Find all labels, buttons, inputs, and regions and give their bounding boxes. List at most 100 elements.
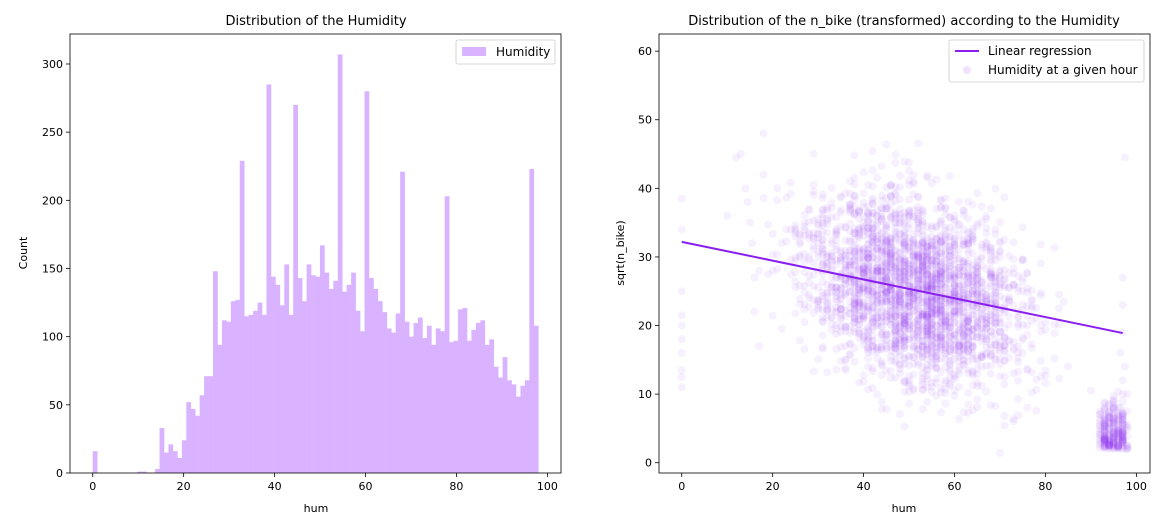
scatter-point <box>832 365 841 374</box>
scatter-point <box>959 300 968 309</box>
scatter-point <box>923 310 932 319</box>
histogram-bar <box>137 471 143 473</box>
scatter-point <box>945 271 954 280</box>
scatter-point <box>845 288 854 297</box>
scatter-point <box>1118 417 1127 426</box>
scatter-point <box>950 243 959 252</box>
scatter-point <box>795 336 804 345</box>
scatter-point <box>927 326 936 335</box>
scatter-point <box>941 317 950 326</box>
scatter-point <box>823 297 832 306</box>
scatter-point <box>859 332 868 341</box>
scatter-point <box>927 272 936 281</box>
histogram-bar <box>217 344 223 473</box>
scatter-point <box>918 265 927 274</box>
scatter-point <box>859 282 868 291</box>
scatter-point <box>882 342 891 351</box>
scatter-point <box>977 287 986 296</box>
scatter-point <box>959 278 968 287</box>
scatter-point <box>895 230 904 239</box>
scatter-point <box>832 308 841 317</box>
scatter-point <box>886 256 895 265</box>
scatter-point <box>877 204 886 213</box>
scatter-point <box>864 224 873 233</box>
scatter-point <box>814 221 823 230</box>
scatter-point <box>932 295 941 304</box>
scatter-point <box>977 316 986 325</box>
scatter-point <box>845 205 854 214</box>
scatter-point <box>882 276 891 285</box>
scatter-point <box>895 351 904 360</box>
scatter-point <box>859 371 868 380</box>
scatter-point <box>877 162 886 171</box>
scatter-point <box>1009 338 1018 347</box>
scatter-point <box>895 296 904 305</box>
scatter-point <box>941 307 950 316</box>
scatter-point <box>973 268 982 277</box>
scatter-point <box>986 265 995 274</box>
scatter-point <box>845 328 854 337</box>
scatter-point <box>891 326 900 335</box>
scatter-point <box>950 370 959 379</box>
scatter-point <box>895 218 904 227</box>
scatter-point <box>873 235 882 244</box>
scatter-point <box>955 280 964 289</box>
scatter-point <box>791 268 800 277</box>
scatter-point <box>895 209 904 218</box>
scatter-point <box>900 359 909 368</box>
scatter-point <box>905 298 914 307</box>
scatter-point <box>1036 327 1045 336</box>
scatter-point <box>914 323 923 332</box>
histogram-legend-label: Humidity <box>496 45 550 59</box>
scatter-point <box>923 298 932 307</box>
scatter-point <box>968 235 977 244</box>
scatter-point <box>905 289 914 298</box>
scatter-point <box>973 330 982 339</box>
scatter-point <box>877 370 886 379</box>
scatter-point <box>968 351 977 360</box>
scatter-point <box>845 263 854 272</box>
scatter-point <box>914 308 923 317</box>
scatter-point <box>1000 193 1009 202</box>
scatter-point <box>950 330 959 339</box>
scatter-point <box>945 323 954 332</box>
scatter-point <box>877 290 886 299</box>
histogram-x-tick-label: 60 <box>359 480 373 493</box>
scatter-point <box>932 250 941 259</box>
scatter-point <box>941 246 950 255</box>
scatter-point <box>859 300 868 309</box>
scatter-point <box>905 335 914 344</box>
histogram-bar <box>279 305 285 473</box>
scatter-point <box>923 383 932 392</box>
scatter-point <box>855 303 864 312</box>
scatter-point <box>923 244 932 253</box>
histogram-bar <box>498 377 503 473</box>
scatter-point <box>968 271 977 280</box>
scatter-point <box>923 281 932 290</box>
scatter-point <box>886 212 895 221</box>
scatter-point <box>886 191 895 200</box>
scatter-point <box>991 307 1000 316</box>
scatter-point <box>950 346 959 355</box>
scatter-point <box>964 318 973 327</box>
scatter-point <box>941 210 950 219</box>
scatter-point <box>855 225 864 234</box>
scatter-point <box>964 323 973 332</box>
scatter-point <box>1118 425 1127 434</box>
scatter-point <box>873 267 882 276</box>
scatter-point <box>1123 440 1132 449</box>
scatter-point <box>973 272 982 281</box>
scatter-point <box>841 262 850 271</box>
scatter-point <box>914 346 923 355</box>
scatter-point <box>855 262 864 271</box>
scatter-point <box>891 210 900 219</box>
scatter-point <box>864 235 873 244</box>
scatter-point <box>914 358 923 367</box>
scatter-point <box>909 251 918 260</box>
scatter-point <box>800 300 809 309</box>
scatter-point <box>882 224 891 233</box>
scatter-point <box>1000 282 1009 291</box>
histogram-bar <box>315 276 321 473</box>
scatter-point <box>941 376 950 385</box>
